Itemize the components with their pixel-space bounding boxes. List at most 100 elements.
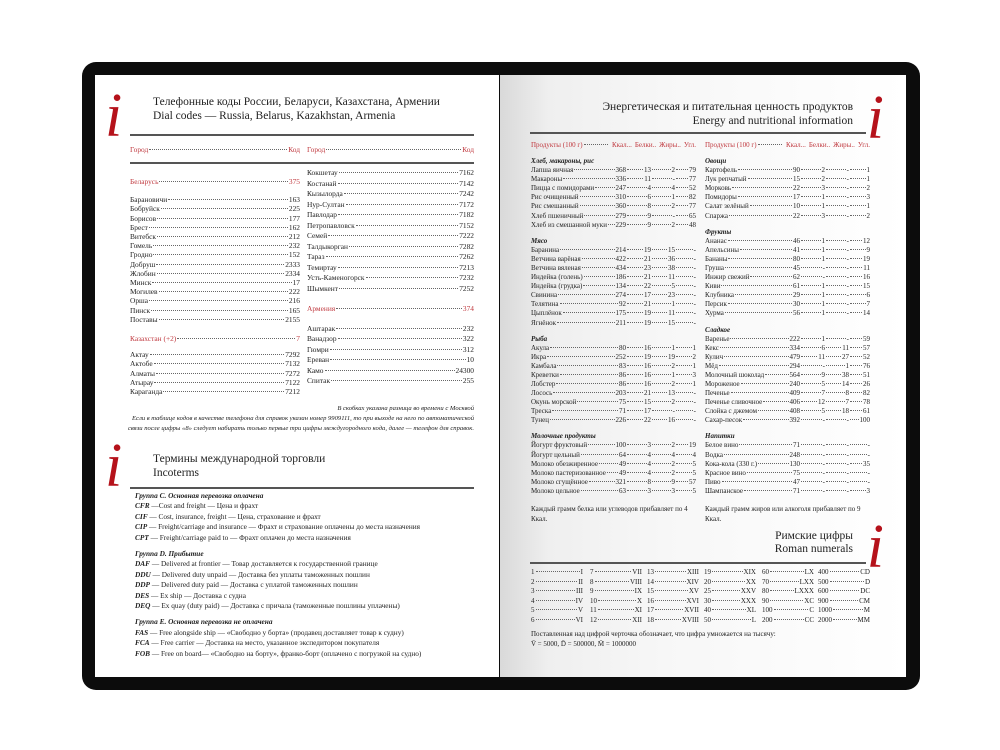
roman-row: 40 XL xyxy=(704,606,756,616)
value-cell: 2 xyxy=(651,398,675,407)
carbs: 61 xyxy=(863,407,870,416)
leader xyxy=(627,214,647,216)
value-cell: 15 xyxy=(651,319,675,328)
value-cell: - xyxy=(800,469,825,478)
carbs: 82 xyxy=(689,193,696,202)
leader xyxy=(829,590,860,592)
header-city: Город xyxy=(130,145,149,154)
nutrition-row: Треска 71 17 - - xyxy=(531,407,696,416)
carbs: - xyxy=(867,441,870,450)
carbs: 7 xyxy=(866,300,871,309)
nutrition-row: Свинина 274 17 23 - xyxy=(531,291,696,300)
nutrition-row: Телятина 92 21 1 - xyxy=(531,300,696,309)
carbs: 3 xyxy=(866,486,871,495)
leader xyxy=(850,337,862,339)
leader xyxy=(826,312,846,314)
arabic-number: 15 xyxy=(647,587,654,596)
city-name: Гюмри xyxy=(307,344,329,354)
value-cell: 2 xyxy=(651,441,675,450)
city-row: Витебск 212 xyxy=(130,232,300,241)
leader xyxy=(826,382,841,384)
kcal: 86 xyxy=(619,379,626,388)
dial-code: 216 xyxy=(288,296,300,306)
leader xyxy=(655,609,684,611)
dial-code: 7 xyxy=(296,334,300,344)
fat: - xyxy=(846,211,849,220)
nutrition-row: Ветчина варёная 422 21 36 - xyxy=(531,255,696,264)
leader xyxy=(598,599,636,601)
value-cell: - xyxy=(675,264,696,273)
product-name: Ананас xyxy=(705,236,727,245)
leader xyxy=(627,480,647,482)
kcal: 222 xyxy=(789,334,801,343)
nutrition-row: Цыплёнок 175 19 11 - xyxy=(531,309,696,318)
kcal: 46 xyxy=(793,236,800,245)
product-cell: Индейка (грудка) 134 xyxy=(531,282,626,291)
dial-code: 7162 xyxy=(459,168,474,177)
kcal: 49 xyxy=(619,459,626,468)
header-product: Продукты (100 г) xyxy=(531,141,583,149)
roman-row: 20 XX xyxy=(704,578,756,588)
leader xyxy=(676,419,693,421)
roman-number: VIII xyxy=(629,577,642,586)
city-name: Караганда xyxy=(130,387,163,397)
protein: 5 xyxy=(821,407,826,416)
carbs: 76 xyxy=(863,361,870,370)
protein: - xyxy=(822,468,825,477)
arabic-number: 100 xyxy=(762,606,773,615)
city-row: Семей 7222 xyxy=(307,231,474,242)
leader xyxy=(652,419,667,421)
nutrition-row: Лосось 203 21 13 - xyxy=(531,389,696,398)
leader xyxy=(718,364,789,366)
leader xyxy=(627,178,644,180)
product-name: Кока-кола (330 г.) xyxy=(705,459,758,468)
nutrition-column-1: Продукты (100 г) Ккал... Белки.. Жиры.. Угл.… xyxy=(531,141,696,524)
city-name: Брест xyxy=(130,222,148,232)
product-name: Хлеб из смешанной муки xyxy=(531,220,607,229)
carbs: 4 xyxy=(692,450,697,459)
leader xyxy=(829,599,859,601)
protein: 11 xyxy=(818,352,825,361)
leader xyxy=(676,321,693,323)
roman-row: 2 II xyxy=(531,578,583,588)
leader xyxy=(627,321,643,323)
fat: 3 xyxy=(671,486,676,495)
product-name: Молоко сгущённое xyxy=(531,477,588,486)
city-name: Нур-Султан xyxy=(307,199,345,209)
kcal: 83 xyxy=(619,361,626,370)
carbs: 9 xyxy=(866,245,871,254)
dial-column-1: Беларусь 375 Барановичи 163 Бобруйск 225 Борис… xyxy=(130,177,300,396)
product-cell: Молоко обезжиренное 49 xyxy=(531,460,626,469)
fat: - xyxy=(846,245,849,254)
fat: - xyxy=(846,184,849,193)
protein: 1 xyxy=(821,300,826,309)
dial-code: 7142 xyxy=(459,178,474,188)
incoterm-desc: — Delivered duty paid — Доставка с уплат… xyxy=(150,580,358,590)
roman-row: 3 III xyxy=(531,587,583,597)
carbs: - xyxy=(693,389,696,398)
protein: 6 xyxy=(821,343,826,352)
header-3: Жиры xyxy=(833,141,852,149)
dots-sep: .. xyxy=(677,141,681,149)
value-cell: 23 xyxy=(626,264,651,273)
leader xyxy=(850,382,862,384)
leader xyxy=(728,257,792,259)
value-cell: - xyxy=(825,273,849,282)
value-cell: 3 xyxy=(626,487,651,496)
leader xyxy=(153,245,288,247)
carbs: 26 xyxy=(863,379,870,388)
leader xyxy=(737,196,792,198)
leader xyxy=(652,205,671,207)
city-name: Темиртау xyxy=(307,262,337,272)
leader xyxy=(801,480,822,482)
value-cell: - xyxy=(800,416,825,425)
leader xyxy=(676,355,692,357)
value-cell: - xyxy=(675,246,696,255)
city-row: Брест 162 xyxy=(130,223,300,232)
leader xyxy=(850,392,862,394)
right-page: Энергетическая и питательная ценность пр… xyxy=(500,75,906,677)
left-page: i Телефонные коды России, Беларуси, Каза… xyxy=(95,75,499,677)
nutrition-row: Хлеб пшеничный 279 9 - 65 xyxy=(531,212,696,221)
protein: - xyxy=(822,459,825,468)
city-name: Кызылорда xyxy=(307,189,343,198)
